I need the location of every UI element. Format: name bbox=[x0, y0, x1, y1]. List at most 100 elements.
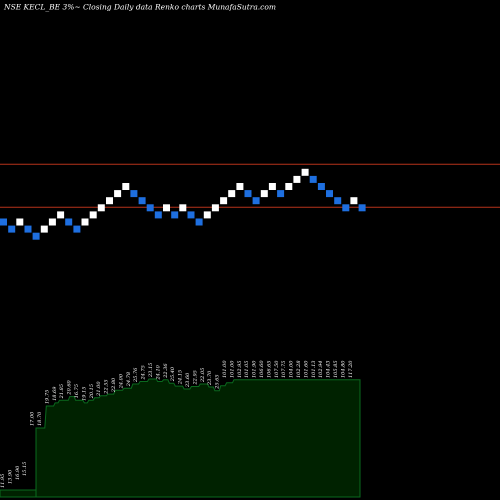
volume-left-segment bbox=[0, 489, 37, 498]
renko-brick-down bbox=[171, 211, 179, 219]
renko-brick-up bbox=[57, 211, 65, 219]
renko-brick-up bbox=[81, 218, 89, 226]
volume-label: 13.90 bbox=[7, 469, 13, 484]
volume-label: 104.43 bbox=[326, 361, 332, 379]
volume-label: 11.95 bbox=[0, 474, 6, 488]
volume-label: 23.15 bbox=[148, 363, 154, 378]
renko-brick-up bbox=[122, 183, 130, 190]
volume-label: 16.75 bbox=[74, 384, 80, 398]
renko-brick-down bbox=[32, 232, 40, 240]
volume-label: 17.00 bbox=[30, 411, 36, 426]
volume-label: 102.28 bbox=[296, 361, 302, 379]
renko-brick-up bbox=[106, 197, 113, 205]
volume-label: 25.40 bbox=[170, 366, 176, 382]
volume-label: 104.80 bbox=[340, 360, 346, 378]
volume-label: 19.75 bbox=[44, 390, 50, 404]
renko-brick-down bbox=[154, 211, 162, 219]
renko-brick-up bbox=[260, 190, 268, 198]
renko-brick-up bbox=[16, 218, 24, 226]
renko-brick-up bbox=[89, 211, 97, 219]
volume-label: 22.55 bbox=[104, 379, 110, 394]
renko-brick-down bbox=[277, 190, 285, 198]
volume-label: 25.76 bbox=[133, 367, 139, 383]
volume-area bbox=[0, 378, 361, 498]
volume-label: 24.78 bbox=[126, 372, 132, 387]
renko-brick-up bbox=[114, 190, 122, 198]
renko-brick-up bbox=[236, 183, 244, 190]
renko-brick-down bbox=[130, 190, 138, 198]
renko-bricks bbox=[0, 168, 366, 240]
volume-label: 101.90 bbox=[252, 360, 258, 378]
renko-brick-down bbox=[65, 218, 73, 226]
renko-brick-down bbox=[24, 225, 32, 233]
renko-brick-down bbox=[252, 197, 260, 205]
volume-label: 19.15 bbox=[81, 387, 87, 401]
renko-brick-down bbox=[309, 175, 317, 183]
volume-label: 24.00 bbox=[118, 373, 124, 389]
renko-brick-down bbox=[0, 218, 7, 226]
volume-label: 107.75 bbox=[281, 361, 287, 379]
volume-label: 102.94 bbox=[318, 361, 324, 379]
renko-brick-down bbox=[138, 197, 146, 205]
volume-label: 18.70 bbox=[37, 411, 43, 426]
volume-label: 106.65 bbox=[266, 361, 272, 379]
renko-brick-down bbox=[317, 183, 325, 190]
volume-label: 107.50 bbox=[274, 360, 280, 378]
renko-brick-down bbox=[244, 190, 252, 198]
renko-brick-up bbox=[179, 204, 187, 212]
volume-label: 101.60 bbox=[303, 360, 309, 378]
renko-brick-up bbox=[163, 204, 170, 212]
renko-brick-down bbox=[187, 211, 195, 219]
volume-label: 22.05 bbox=[200, 368, 206, 383]
volume-labels: 11.95 13.90 16.90 15.15 17.00 18.70 19.75 18.69… bbox=[0, 360, 354, 488]
volume-label: 22.36 bbox=[163, 363, 169, 379]
volume-label: 20.60 bbox=[67, 379, 73, 395]
volume-label: 105.85 bbox=[333, 361, 339, 379]
volume-label: 102.95 bbox=[237, 361, 243, 379]
volume-label: 23.70 bbox=[207, 370, 213, 386]
renko-brick-up bbox=[285, 183, 293, 190]
volume-label: 101.05 bbox=[244, 361, 250, 379]
volume-label: 24.75 bbox=[141, 365, 147, 380]
volume-label: 20.15 bbox=[89, 384, 95, 399]
renko-brick-down bbox=[342, 204, 350, 212]
volume-label: 22.95 bbox=[192, 370, 198, 385]
volume-label: 18.69 bbox=[52, 386, 58, 401]
renko-brick-up bbox=[211, 204, 219, 212]
chart-title: NSE KECL_BE 3%~ Closing Daily data Renko… bbox=[3, 3, 276, 12]
renko-brick-up bbox=[293, 175, 301, 183]
volume-label: 23.60 bbox=[185, 372, 191, 388]
volume-label: 21.85 bbox=[59, 384, 65, 399]
renko-brick-up bbox=[40, 225, 48, 233]
renko-brick-down bbox=[73, 225, 81, 233]
volume-label: 24.15 bbox=[178, 370, 184, 385]
renko-brick-up bbox=[220, 197, 228, 205]
volume-label: 16.90 bbox=[15, 465, 21, 480]
volume-label: 21.00 bbox=[96, 381, 102, 397]
volume-label: 101.00 bbox=[229, 360, 235, 378]
reference-lines bbox=[0, 163, 500, 208]
volume-label: 24.10 bbox=[155, 364, 161, 380]
volume-label: 22.80 bbox=[111, 377, 117, 393]
renko-brick-up bbox=[228, 190, 236, 198]
renko-brick-up bbox=[97, 204, 105, 212]
renko-brick-down bbox=[146, 204, 154, 212]
volume-label: 101.13 bbox=[311, 361, 317, 379]
renko-brick-down bbox=[195, 218, 203, 226]
renko-brick-up bbox=[301, 168, 309, 176]
renko-brick-down bbox=[358, 204, 366, 212]
volume-label: 101.00 bbox=[222, 360, 228, 378]
volume-label: 104.00 bbox=[289, 360, 295, 378]
renko-brick-up bbox=[350, 197, 358, 205]
renko-brick-up bbox=[48, 218, 56, 226]
renko-brick-down bbox=[8, 225, 16, 233]
volume-label: 15.15 bbox=[22, 462, 28, 476]
volume-label: 106.60 bbox=[259, 360, 265, 378]
renko-brick-down bbox=[334, 197, 342, 205]
volume-area-shape bbox=[35, 378, 361, 498]
volume-label: 25.65 bbox=[215, 374, 221, 389]
renko-brick-up bbox=[203, 211, 211, 219]
volume-label: 117.20 bbox=[348, 360, 354, 378]
